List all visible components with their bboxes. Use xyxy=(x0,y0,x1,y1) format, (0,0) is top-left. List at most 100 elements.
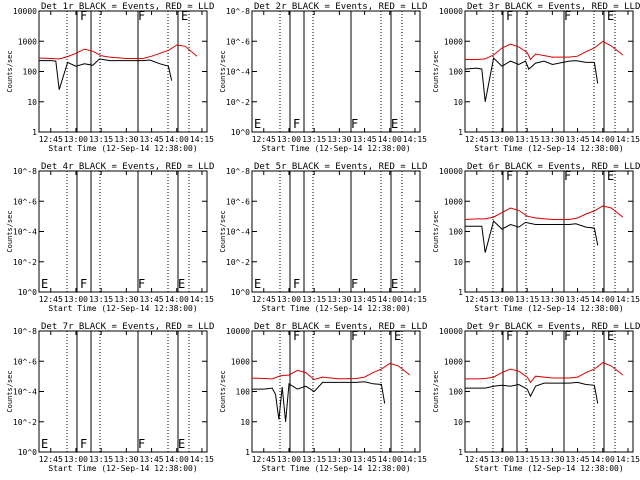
x-axis-label: Start Time (12-Sep-14 12:38:00) xyxy=(474,144,623,153)
x-tick-label: 13:30 xyxy=(114,135,138,144)
y-tick-label: 1000 xyxy=(444,197,463,206)
flag-label: F xyxy=(351,277,358,291)
flag-label: E xyxy=(391,277,398,291)
flag-label: E xyxy=(607,169,614,183)
y-tick-label: 1 xyxy=(458,288,463,297)
x-tick-label: 14:15 xyxy=(190,455,214,464)
x-tick-label: 13:45 xyxy=(140,455,164,464)
x-tick-label: 14:00 xyxy=(378,455,402,464)
x-tick-label: 14:00 xyxy=(591,455,615,464)
x-tick-label: 14:00 xyxy=(591,295,615,304)
x-axis-label: Start Time (12-Sep-14 12:38:00) xyxy=(261,304,410,313)
x-tick-label: 12:45 xyxy=(252,455,276,464)
x-axis-label: Start Time (12-Sep-14 12:38:00) xyxy=(474,304,623,313)
series-line-lld xyxy=(38,44,198,60)
y-tick-label: 10000 xyxy=(439,7,463,16)
y-axis-label: Counts/sec xyxy=(219,210,227,252)
x-tick-label: 13:30 xyxy=(114,295,138,304)
flag-label: F xyxy=(293,329,300,343)
x-tick-label: 13:00 xyxy=(490,295,514,304)
x-tick-label: 13:15 xyxy=(302,295,326,304)
y-tick-label: 10^-6 xyxy=(13,197,37,206)
panel-title: Det 8r BLACK = Events, RED = LLD xyxy=(254,322,427,332)
panel-title: Det 3r BLACK = Events, RED = LLD xyxy=(467,2,640,12)
y-tick-label: 10 xyxy=(240,418,250,427)
flag-label: F xyxy=(564,9,571,23)
x-tick-label: 14:15 xyxy=(616,135,640,144)
x-tick-label: 13:45 xyxy=(140,295,164,304)
x-tick-label: 12:45 xyxy=(465,295,489,304)
flag-label: F xyxy=(80,9,87,23)
flag-label: F xyxy=(80,437,87,451)
flag-label: F xyxy=(138,277,145,291)
x-tick-label: 14:15 xyxy=(190,135,214,144)
series-line-lld xyxy=(465,40,624,61)
y-tick-label: 1000 xyxy=(18,37,37,46)
x-tick-label: 14:15 xyxy=(403,295,427,304)
series-line-lld xyxy=(465,362,624,384)
flag-label: F xyxy=(293,117,300,131)
y-tick-label: 10^-8 xyxy=(13,327,37,336)
y-tick-label: 10^-2 xyxy=(13,258,37,267)
x-tick-label: 13:45 xyxy=(566,295,590,304)
y-axis-label: Counts/sec xyxy=(432,210,440,252)
y-tick-label: 100 xyxy=(449,228,464,237)
y-tick-label: 1 xyxy=(458,128,463,137)
series-line-lld xyxy=(464,205,624,220)
x-tick-label: 13:45 xyxy=(353,455,377,464)
y-tick-label: 10^0 xyxy=(231,128,250,137)
x-tick-label: 12:45 xyxy=(39,295,63,304)
y-tick-label: 1 xyxy=(32,128,37,137)
flag-label: E xyxy=(41,277,48,291)
series-line-events xyxy=(464,56,599,102)
y-tick-label: 10^-2 xyxy=(226,98,250,107)
y-tick-label: 10^-2 xyxy=(226,258,250,267)
plot-frame xyxy=(251,10,421,133)
y-axis-label: Counts/sec xyxy=(432,50,440,92)
x-tick-label: 13:15 xyxy=(515,135,539,144)
flag-label: F xyxy=(138,9,145,23)
panel-title: Det 7r BLACK = Events, RED = LLD xyxy=(41,322,214,332)
x-tick-label: 12:45 xyxy=(252,295,276,304)
panel-title: Det 1r BLACK = Events, RED = LLD xyxy=(41,2,214,12)
y-tick-label: 1 xyxy=(458,448,463,457)
x-tick-label: 13:00 xyxy=(64,455,88,464)
x-tick-label: 14:00 xyxy=(165,135,189,144)
y-axis-label: Counts/sec xyxy=(6,50,14,92)
x-tick-label: 14:00 xyxy=(165,455,189,464)
plot-frame xyxy=(38,330,208,453)
panel-title: Det 2r BLACK = Events, RED = LLD xyxy=(254,2,427,12)
x-tick-label: 13:00 xyxy=(64,295,88,304)
flag-label: F xyxy=(506,169,513,183)
y-tick-label: 10^-2 xyxy=(13,418,37,427)
x-tick-label: 13:15 xyxy=(89,295,113,304)
x-tick-label: 13:30 xyxy=(540,295,564,304)
plot-frame xyxy=(464,10,634,133)
y-tick-label: 1 xyxy=(245,448,250,457)
series-line-lld xyxy=(251,362,411,381)
flag-label: E xyxy=(254,117,261,131)
y-tick-label: 10000 xyxy=(439,327,463,336)
y-tick-label: 100 xyxy=(23,68,38,77)
flag-label: E xyxy=(394,329,401,343)
y-axis-label: Counts/sec xyxy=(6,370,14,412)
x-tick-label: 13:15 xyxy=(89,135,113,144)
x-tick-label: 12:45 xyxy=(252,135,276,144)
plot-frame xyxy=(464,330,634,453)
series-line-events xyxy=(465,381,599,404)
flag-label: F xyxy=(293,277,300,291)
y-axis-label: Counts/sec xyxy=(219,370,227,412)
y-tick-label: 10^-4 xyxy=(13,228,37,237)
flag-label: E xyxy=(391,117,398,131)
series-line-events xyxy=(39,58,173,90)
y-tick-label: 1000 xyxy=(444,37,463,46)
flag-label: F xyxy=(564,169,571,183)
series-line-events xyxy=(465,220,599,253)
flag-label: F xyxy=(351,329,358,343)
x-tick-label: 13:30 xyxy=(540,455,564,464)
x-tick-label: 14:15 xyxy=(190,295,214,304)
y-tick-label: 1000 xyxy=(444,357,463,366)
